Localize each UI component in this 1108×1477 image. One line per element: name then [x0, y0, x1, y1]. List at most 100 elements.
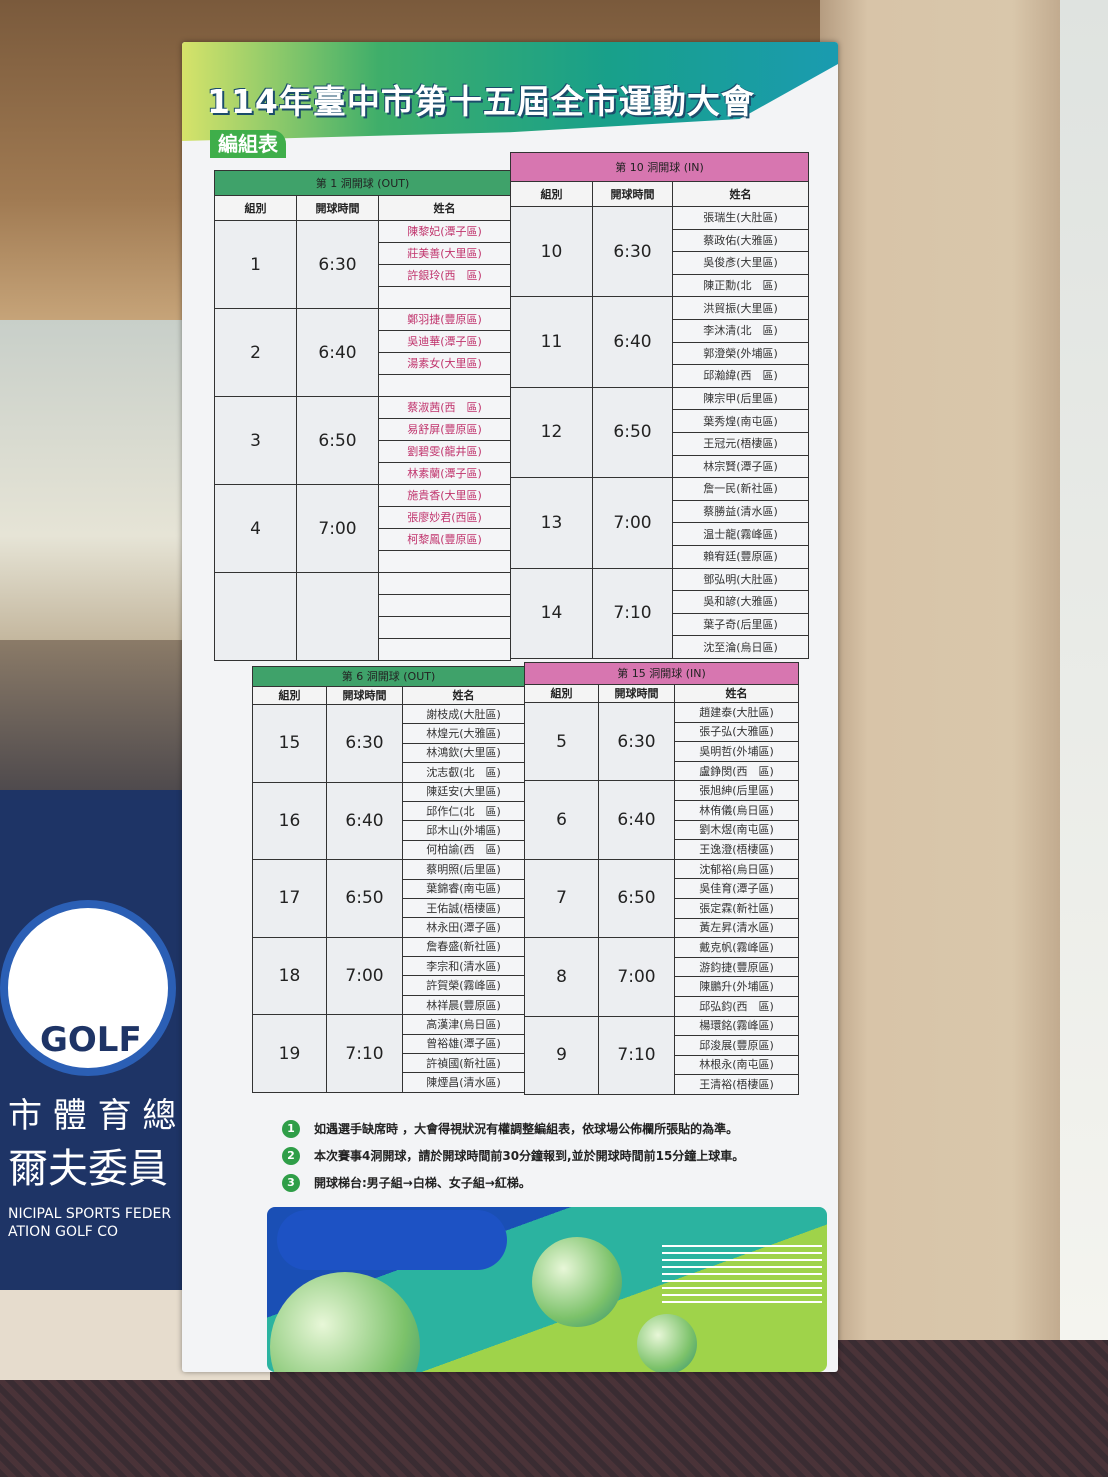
- player-name: 劉碧雯(龍井區): [378, 440, 511, 463]
- group-number: 16: [252, 781, 327, 861]
- player-name: 湯素女(大里區): [378, 352, 511, 375]
- pillar: [820, 0, 1060, 1400]
- player-name: [378, 374, 511, 397]
- player-name: 陳正勳(北 區): [671, 273, 810, 298]
- player-name: 吳俊彥(大里區): [671, 251, 810, 275]
- player-name: 鄧弘明(大肚區): [671, 567, 810, 592]
- player-name: 張定霖(新社區): [673, 897, 800, 919]
- column-header: 開球時間: [598, 684, 675, 703]
- player-name: 陳鵬升(外埔區): [673, 976, 800, 997]
- note-2: 2 本次賽事4洞開球，請於開球時間前30分鐘報到,並於開球時間前15分鐘上球車。: [282, 1147, 822, 1165]
- tee-time: 6:30: [326, 704, 403, 783]
- table-row: 吳迪華(潭子區): [215, 330, 511, 353]
- tee-time: 6:30: [296, 220, 379, 309]
- banner-text-1: 市 體 育 總: [8, 1096, 177, 1136]
- table-row: 郭澄榮(外埔區): [511, 341, 810, 366]
- player-name: 王清裕(梧棲區): [673, 1074, 800, 1095]
- player-name: 吳迪華(潭子區): [378, 330, 511, 353]
- player-name: 蔡淑茜(西 區): [378, 396, 511, 419]
- player-name: 李宗和(清水區): [402, 956, 525, 977]
- table-row: 許禎國(新社區): [253, 1053, 525, 1074]
- table-row: 邱木山(外埔區): [253, 820, 525, 841]
- player-name: 林煌元(大雅區): [402, 723, 525, 744]
- schedule-table-4: 第 15 洞開球 (IN) 組別 開球時間 姓名 5 6:30 趙建泰(大肚區) 張子弘(大雅…: [523, 662, 800, 1095]
- player-name: 沈郁裕(烏日區): [673, 858, 800, 880]
- player-name: 蔡明照(后里區): [402, 859, 525, 880]
- group-number: 15: [252, 704, 327, 783]
- golf-ball-icon: [532, 1237, 622, 1327]
- table-row: 陳正勳(北 區): [511, 273, 810, 298]
- table-row: 劉碧雯(龍井區): [215, 440, 511, 463]
- group-number: 12: [510, 386, 593, 479]
- tee-time: 6:30: [598, 701, 675, 782]
- table-row: [215, 286, 511, 309]
- table-row: 王冠元(梧棲區): [511, 431, 810, 456]
- player-name: [378, 594, 511, 617]
- note-text: 本次賽事4洞開球，請於開球時間前30分鐘報到,並於開球時間前15分鐘上球車。: [314, 1149, 745, 1163]
- tee-header: 第 6 洞開球 (OUT): [252, 666, 525, 687]
- schedule-table-3: 第 6 洞開球 (OUT) 組別 開球時間 姓名 15 6:30 謝枝成(大肚區) 林煌元(大…: [252, 666, 525, 1093]
- number-badge-icon: 3: [282, 1174, 300, 1192]
- table-row: 王佑誠(梧棲區): [253, 897, 525, 919]
- player-name: 王逸澄(梧棲區): [673, 839, 800, 860]
- player-name: 陳黎妃(潭子區): [378, 220, 511, 243]
- column-header: 組別: [214, 195, 297, 221]
- player-name: 林宗賢(潭子區): [671, 454, 810, 479]
- group-number: 18: [252, 936, 327, 1016]
- tee-header: 第 10 洞開球 (IN): [509, 152, 810, 182]
- note-3: 3 開球梯台:男子組→白梯、女子組→紅梯。: [282, 1174, 822, 1192]
- player-name: 陳煙昌(清水區): [402, 1072, 525, 1093]
- table-row: 9 7:10 楊環銘(霧峰區): [524, 1015, 800, 1095]
- column-header: 開球時間: [296, 195, 379, 221]
- player-name: 葉錦睿(南屯區): [402, 878, 525, 899]
- player-name: 邱瀚緯(西 區): [671, 364, 810, 388]
- table-row: [215, 550, 511, 573]
- table-row: 曾裕雄(潭子區): [253, 1033, 525, 1055]
- table-row: 何柏諭(西 區): [253, 839, 525, 861]
- table-row: 7 6:50 沈郁裕(烏日區): [524, 858, 800, 939]
- tee-time: 6:40: [598, 780, 675, 860]
- player-name: 洪貿振(大里區): [671, 296, 810, 320]
- player-name: 王冠元(梧棲區): [671, 431, 810, 456]
- table-row: 林永田(潭子區): [253, 917, 525, 938]
- tee-time: 7:10: [326, 1014, 403, 1093]
- player-name: [378, 638, 511, 661]
- table-row: 12 6:50 陳宗甲(后里區): [510, 386, 810, 479]
- player-name: 温士龍(霧峰區): [671, 522, 810, 546]
- player-name: 李沐清(北 區): [671, 318, 810, 343]
- tee-time: 6:40: [326, 781, 403, 861]
- tee-time: 7:00: [592, 477, 673, 569]
- table-row: 16 6:40 陳廷安(大里區): [252, 781, 525, 861]
- table-row: [215, 594, 511, 617]
- group-number: 17: [252, 859, 327, 938]
- player-name: 易舒屏(豐原區): [378, 418, 511, 441]
- player-name: 沈至淪(烏日區): [671, 635, 810, 659]
- table-row: 黃左昇(清水區): [525, 917, 800, 939]
- player-name: 蔡勝益(清水區): [671, 499, 810, 524]
- table-row: 温士龍(霧峰區): [511, 522, 810, 546]
- player-name: 施貴香(大里區): [378, 484, 511, 507]
- table-row: 張子弘(大雅區): [525, 721, 800, 743]
- tee-time: 6:40: [592, 296, 673, 388]
- table-row: 張定霖(新社區): [525, 897, 800, 919]
- table-row: 許銀玲(西 區): [215, 264, 511, 287]
- group-number: 1: [214, 220, 297, 309]
- player-name: 邱弘鈞(西 區): [673, 995, 800, 1017]
- column-header: 組別: [252, 686, 327, 705]
- player-name: 邱作仁(北 區): [402, 800, 525, 822]
- tee-header: 第 15 洞開球 (IN): [523, 662, 800, 685]
- player-name: 張瑞生(大肚區): [671, 206, 810, 230]
- table-row: [214, 572, 511, 661]
- table-row: 5 6:30 趙建泰(大肚區): [524, 701, 800, 782]
- player-name: 蔡政佑(大雅區): [671, 228, 810, 253]
- table-row: 8 7:00 戴克帆(霧峰區): [524, 937, 800, 1017]
- player-name: 柯黎鳳(豐原區): [378, 528, 511, 551]
- group-number: 9: [524, 1015, 599, 1095]
- player-name: 鄭羽捷(豐原區): [378, 308, 511, 331]
- table-row: 15 6:30 謝枝成(大肚區): [252, 703, 525, 783]
- player-name: 邱浚展(豐原區): [673, 1035, 800, 1056]
- tee-time: 7:00: [296, 484, 379, 573]
- player-name: [378, 286, 511, 309]
- group-number: 5: [524, 701, 599, 782]
